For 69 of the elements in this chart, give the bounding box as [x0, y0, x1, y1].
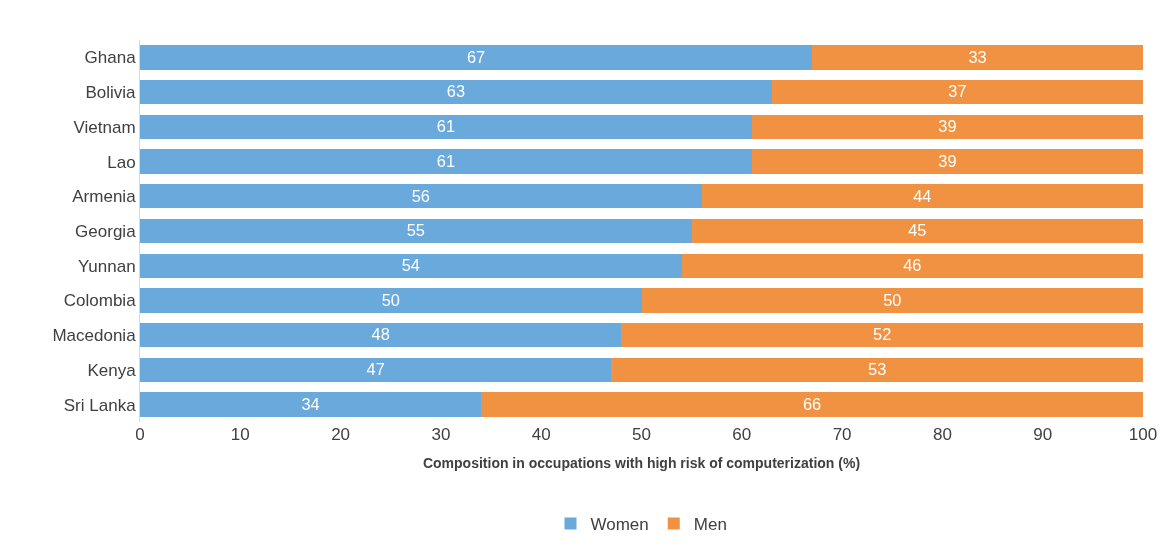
data-label: 34: [301, 394, 320, 413]
y-tick-label: Georgia: [75, 221, 137, 241]
bar: [140, 184, 702, 209]
bar: [140, 357, 612, 383]
bar: [140, 288, 642, 313]
x-tick-label: 90: [1033, 425, 1053, 444]
data-label: 66: [802, 394, 822, 413]
bar: [140, 392, 482, 417]
data-label: 54: [401, 256, 420, 275]
bar: [611, 357, 1143, 383]
data-label: 50: [381, 290, 400, 309]
data-label: 39: [938, 117, 957, 136]
x-tick-label: 40: [531, 425, 551, 444]
bar: [140, 253, 682, 278]
data-label: 52: [873, 325, 892, 344]
data-label: 63: [446, 82, 466, 101]
data-label: 44: [913, 186, 932, 205]
data-label: 46: [903, 256, 922, 275]
y-tick-label: Vietnam: [73, 117, 136, 137]
y-tick-label: Lao: [107, 152, 136, 172]
bar: [140, 218, 692, 244]
legend-label: Women: [590, 515, 649, 535]
x-tick-label: 80: [932, 425, 952, 444]
data-label: 50: [883, 290, 902, 309]
x-axis-title: Composition in occupations with high risk of computerization (%): [422, 455, 861, 472]
x-tick-label: 10: [230, 425, 250, 444]
bar: [751, 149, 1143, 174]
data-label: 47: [366, 360, 385, 379]
bar: [140, 323, 622, 348]
data-label: 67: [466, 47, 486, 66]
bar: [701, 184, 1143, 209]
bar: [751, 114, 1143, 139]
data-label: 37: [948, 82, 967, 101]
bar: [140, 149, 752, 174]
data-label: 53: [868, 360, 887, 379]
y-tick-label: Colombia: [63, 291, 137, 311]
x-tick-label: 60: [732, 425, 752, 444]
data-label: 33: [968, 47, 987, 66]
data-label: 55: [406, 221, 425, 240]
bar: [641, 288, 1143, 313]
y-tick-label: Yunnan: [77, 256, 136, 276]
bar: [812, 45, 1143, 70]
bar: [681, 253, 1143, 278]
bar: [691, 218, 1143, 244]
bar: [771, 79, 1143, 105]
legend-label: Men: [693, 515, 727, 535]
bar: [140, 45, 813, 70]
bar: [140, 79, 772, 105]
data-label: 61: [436, 151, 456, 170]
data-label: 56: [411, 186, 430, 205]
data-label: 39: [938, 151, 957, 170]
bar: [140, 114, 752, 139]
data-label: 45: [908, 221, 927, 240]
y-tick-label: Sri Lanka: [63, 395, 137, 415]
x-tick-label: 100: [1128, 425, 1158, 444]
x-tick-label: 30: [431, 425, 451, 444]
x-tick-label: 50: [632, 425, 651, 444]
data-label: 48: [371, 325, 390, 344]
y-tick-label: Bolivia: [85, 83, 137, 103]
y-tick-label: Macedonia: [52, 326, 137, 346]
x-tick-label: 70: [832, 425, 852, 444]
bar: [481, 392, 1143, 417]
x-tick-label: 0: [135, 425, 145, 444]
y-tick-label: Armenia: [72, 187, 137, 207]
data-label: 61: [436, 117, 456, 136]
bar: [621, 323, 1143, 348]
y-tick-label: Ghana: [84, 48, 137, 68]
y-tick-label: Kenya: [87, 360, 137, 380]
x-tick-label: 20: [331, 425, 351, 444]
